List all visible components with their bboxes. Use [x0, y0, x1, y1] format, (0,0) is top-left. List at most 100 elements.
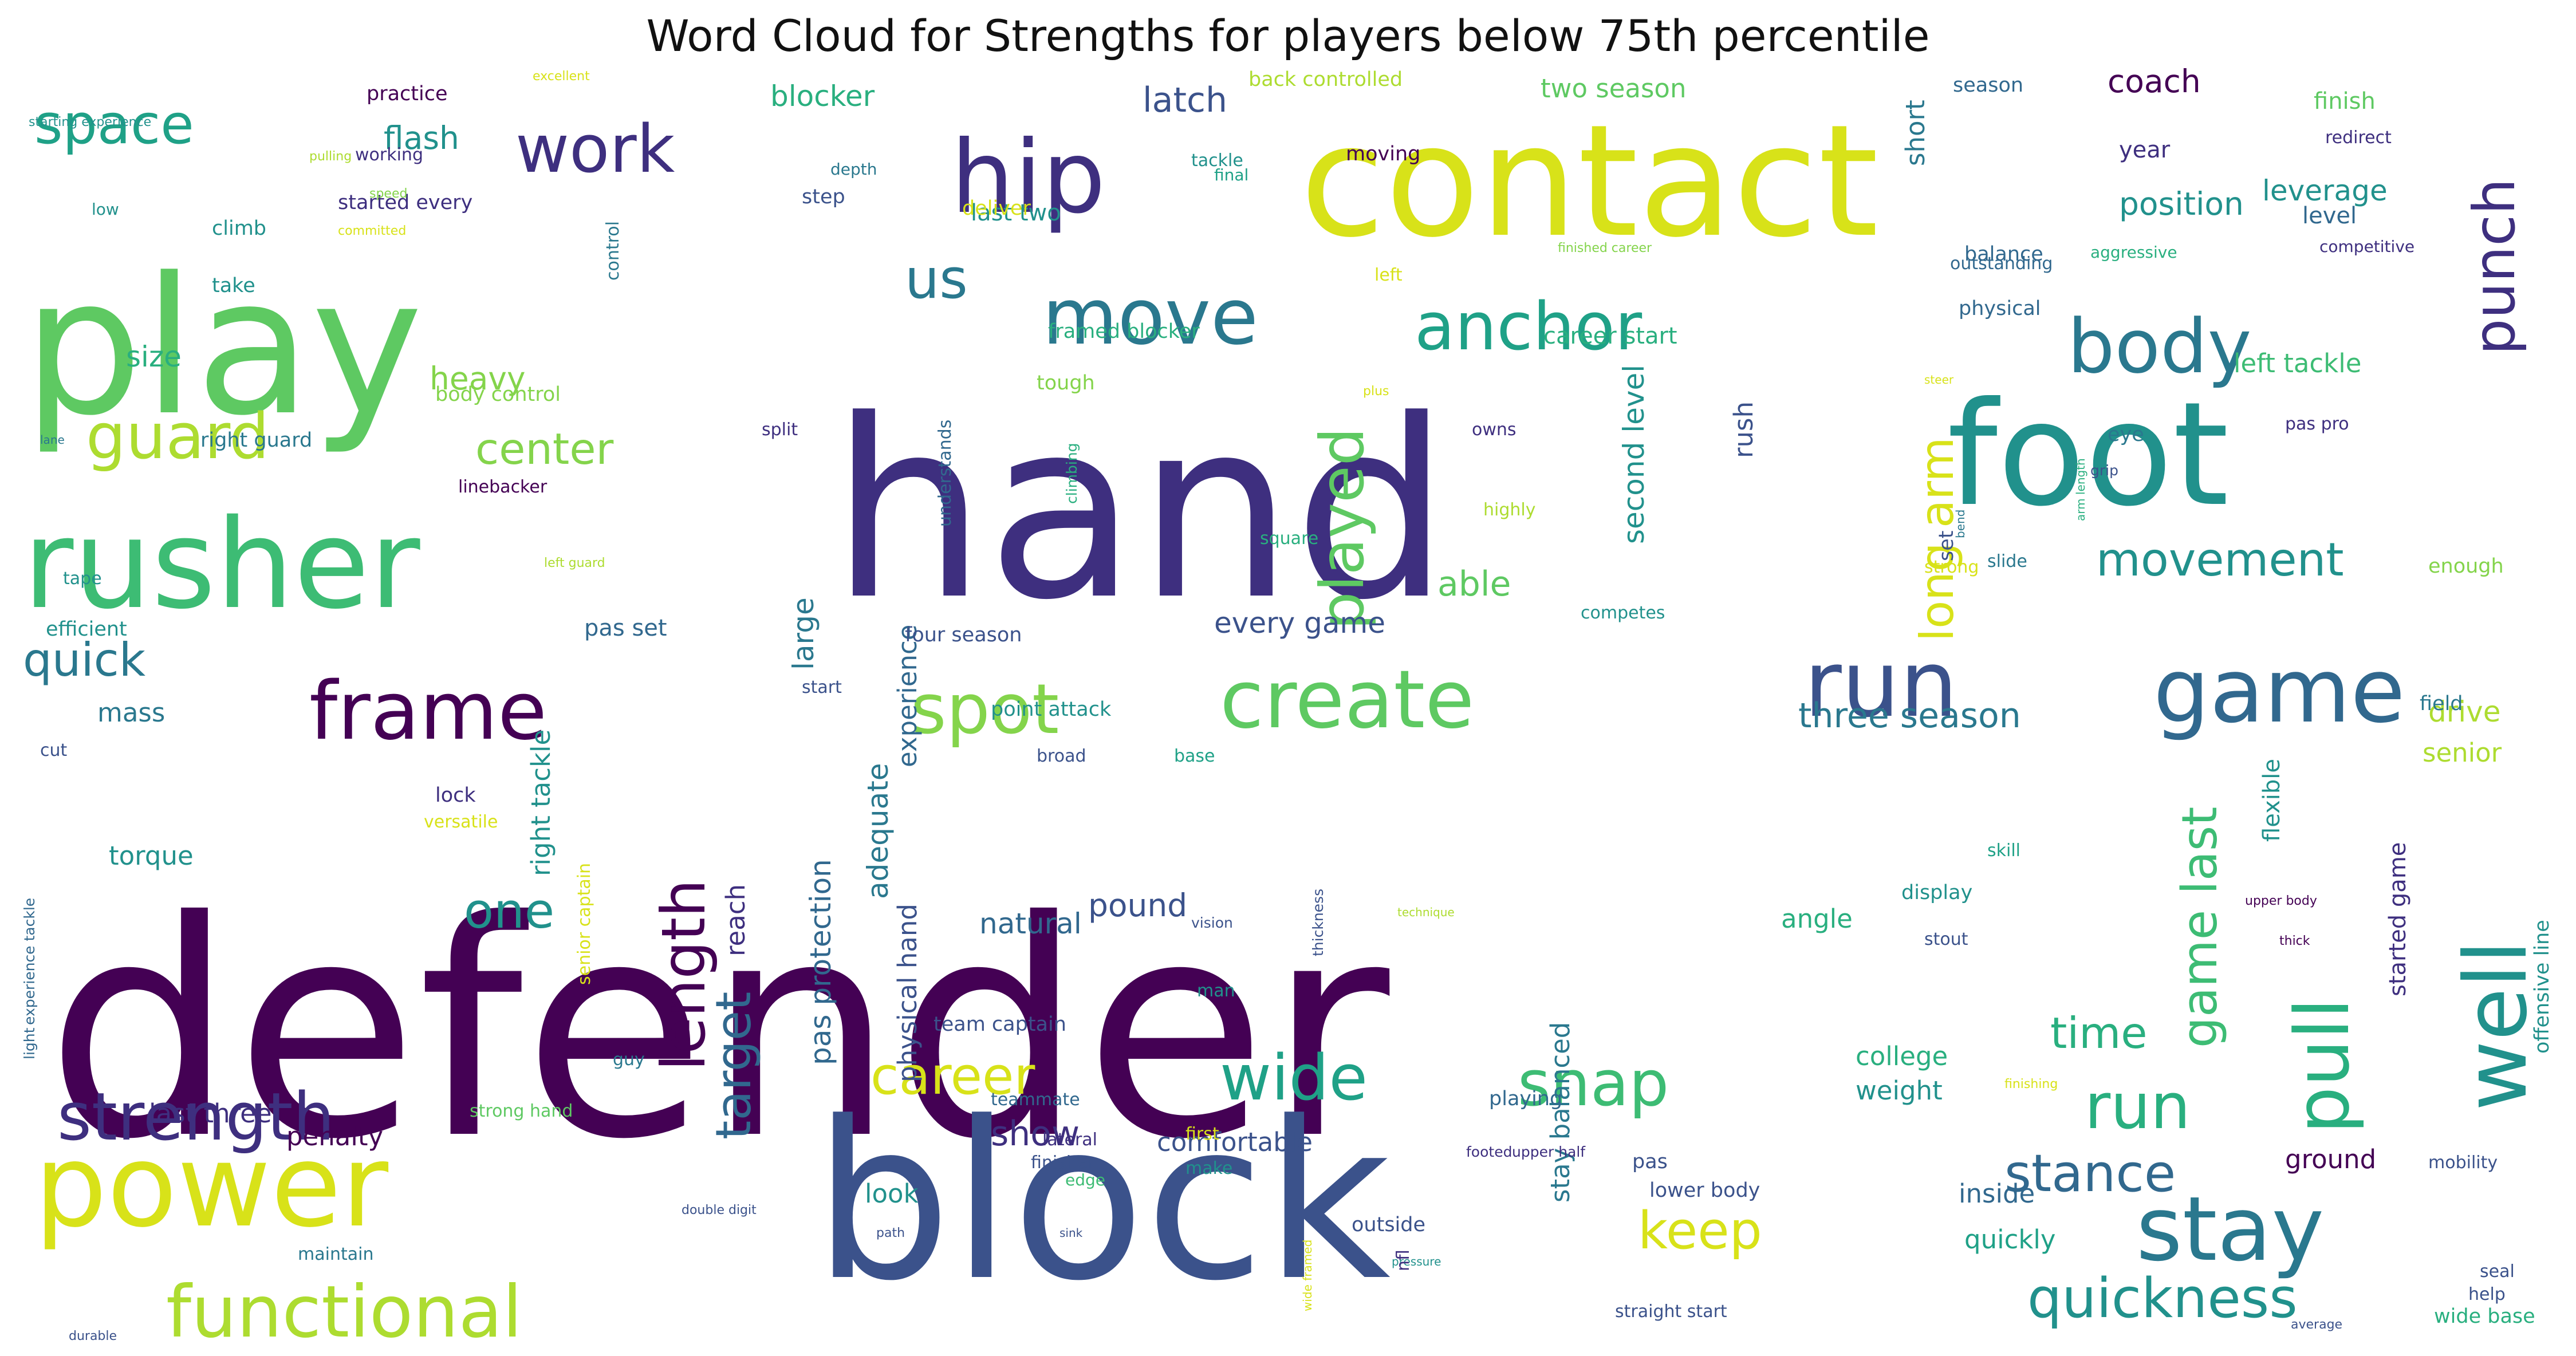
word-climb: climb: [212, 217, 266, 240]
word-last-three: last three: [149, 1098, 272, 1129]
word-well: well: [2447, 940, 2546, 1111]
word-time: time: [2050, 1008, 2147, 1058]
word-outstanding: outstanding: [1950, 254, 2053, 274]
word-left: left: [1374, 265, 1403, 285]
word-finish: finish: [2314, 88, 2376, 115]
word-guard: guard: [86, 400, 269, 473]
word-angle: angle: [1781, 904, 1853, 934]
word-rusher: rusher: [23, 492, 420, 636]
word-start: start: [802, 677, 842, 697]
word-linebacker: linebacker: [458, 477, 548, 497]
word-experience: experience: [892, 625, 923, 767]
word-coach: coach: [2108, 63, 2201, 100]
word-quick: quick: [23, 633, 146, 687]
word-run: run: [2085, 1070, 2191, 1143]
word-edge: edge: [1065, 1170, 1105, 1189]
word-play: play: [23, 237, 423, 457]
word-committed: committed: [338, 224, 406, 238]
word-maintain: maintain: [298, 1244, 373, 1264]
word-skill: skill: [1987, 841, 2020, 861]
word-split: split: [762, 420, 798, 440]
word-keep: keep: [1638, 1201, 1762, 1261]
word-pas-pro: pas pro: [2285, 414, 2349, 434]
word-square: square: [1260, 529, 1318, 549]
word-mass: mass: [97, 697, 165, 728]
word-stay: stay: [2136, 1177, 2324, 1281]
word-two-season: two season: [1541, 73, 1687, 104]
word-inside: inside: [1959, 1178, 2035, 1209]
word-redirect: redirect: [2325, 128, 2392, 148]
word-contact: contact: [1300, 91, 1878, 271]
word-ground: ground: [2285, 1144, 2376, 1174]
word-started-every: started every: [338, 191, 472, 214]
word-physical: physical: [1959, 297, 2041, 320]
word-man: man: [1197, 981, 1235, 1001]
word-year: year: [2119, 137, 2171, 163]
word-pulling: pulling: [309, 149, 352, 164]
word-work: work: [515, 111, 675, 188]
word-flash: flash: [384, 120, 459, 156]
word-efficient: efficient: [46, 618, 127, 641]
word-pas-set: pas set: [584, 615, 667, 641]
word-starting-experience: starting experience: [29, 115, 151, 129]
word-stay-balanced: stay balanced: [1545, 1022, 1575, 1203]
word-weight: weight: [1856, 1075, 1943, 1106]
word-tough: tough: [1037, 372, 1095, 395]
word-bend: bend: [1953, 510, 1967, 538]
word-excellent: excellent: [533, 69, 590, 84]
word-college: college: [1856, 1041, 1948, 1071]
word-create: create: [1220, 653, 1474, 747]
word-length: length: [649, 879, 719, 1071]
word-torque: torque: [109, 841, 194, 871]
word-arm-length: arm length: [2074, 458, 2087, 521]
word-upper-half: upper half: [1512, 1144, 1586, 1160]
word-frame: frame: [309, 665, 547, 758]
word-career: career: [871, 1046, 1035, 1106]
word-framed-blocker: framed blocker: [1048, 320, 1200, 343]
word-thick: thick: [2279, 934, 2310, 948]
word-enough: enough: [2428, 555, 2504, 578]
word-last-two: last two: [971, 200, 1061, 226]
word-footed: footed: [1466, 1144, 1512, 1160]
word-set: set: [1935, 531, 1958, 562]
word-reach: reach: [720, 884, 751, 956]
word-target: target: [706, 992, 762, 1140]
word-plus: plus: [1363, 384, 1389, 399]
word-flexible: flexible: [2259, 759, 2285, 842]
word-highly: highly: [1483, 500, 1536, 520]
word-comfortable: comfortable: [1157, 1127, 1313, 1157]
word-technique: technique: [1397, 905, 1455, 919]
word-display: display: [1901, 881, 1972, 904]
word-strong-hand: strong hand: [470, 1101, 573, 1121]
word-game-last: game last: [2172, 807, 2228, 1048]
word-owns: owns: [1472, 420, 1517, 440]
word-step: step: [802, 186, 845, 208]
word-started-game: started game: [2385, 842, 2411, 996]
word-base: base: [1174, 746, 1215, 766]
word-move: move: [1042, 272, 1258, 362]
word-right-guard: right guard: [200, 429, 312, 452]
word-movement: movement: [2096, 533, 2344, 586]
word-strength: strength: [57, 1079, 334, 1156]
word-functional: functional: [166, 1271, 522, 1354]
word-pound: pound: [1088, 887, 1187, 924]
word-power: power: [34, 1120, 389, 1253]
word-wide-framed: wide framed: [1301, 1240, 1314, 1311]
word-finishing: finishing: [2004, 1077, 2058, 1091]
word-center: center: [475, 424, 613, 474]
word-grip: grip: [2090, 462, 2118, 479]
word-able: able: [1437, 564, 1511, 604]
word-latch: latch: [1143, 80, 1227, 120]
word-season: season: [1953, 74, 2023, 97]
word-steer: steer: [1924, 373, 1954, 387]
word-second-level: second level: [1617, 365, 1651, 544]
word-level: level: [2302, 203, 2357, 229]
word-light: light: [21, 1027, 38, 1059]
word-blocker: blocker: [770, 80, 875, 113]
word-spot: spot: [911, 670, 1059, 750]
word-size: size: [126, 340, 182, 373]
word-four-season: four season: [905, 624, 1022, 647]
word-sink: sink: [1059, 1226, 1083, 1240]
word-climbing: climbing: [1064, 443, 1080, 504]
